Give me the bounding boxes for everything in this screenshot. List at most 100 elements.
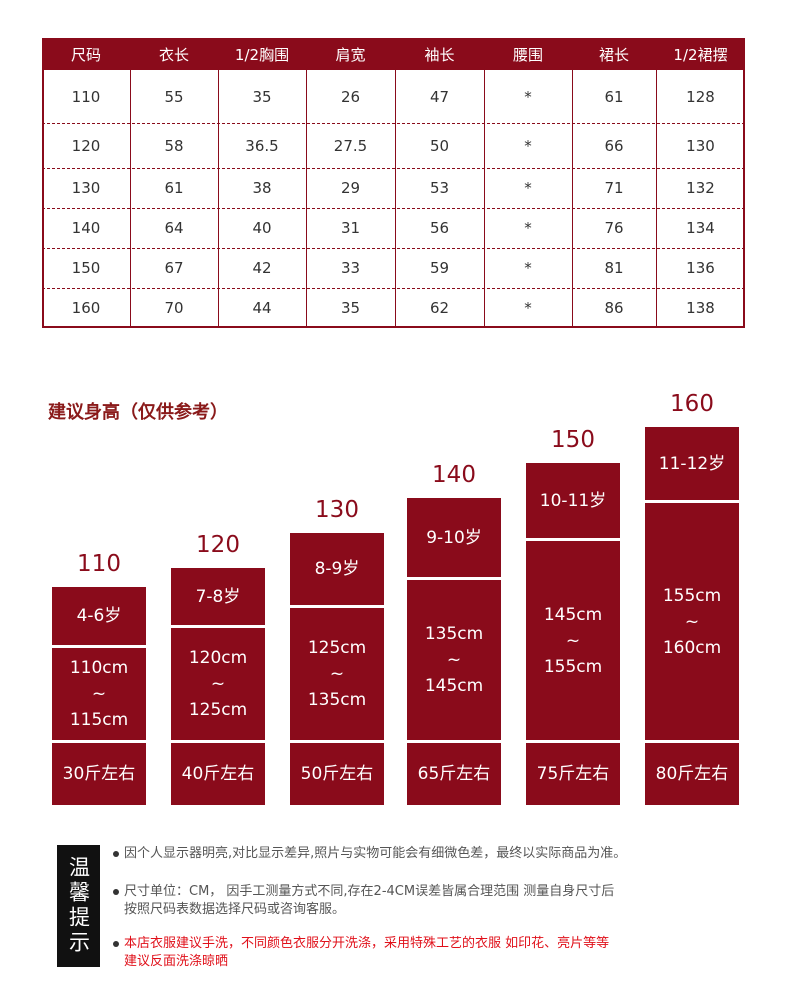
row-separator bbox=[42, 208, 745, 209]
row-separator bbox=[42, 168, 745, 169]
table-cell: 55 bbox=[164, 87, 184, 106]
table-cell: 61 bbox=[604, 87, 624, 106]
table-cell: 132 bbox=[686, 179, 715, 197]
table-cell: 138 bbox=[686, 299, 715, 317]
row-separator bbox=[42, 123, 745, 124]
bullet bbox=[113, 851, 119, 857]
height-separator: ~ bbox=[446, 650, 462, 670]
weight-box: 30斤左右 bbox=[52, 743, 146, 805]
recommend-title: 建议身高（仅供参考） bbox=[48, 402, 228, 423]
height-to: 115cm bbox=[69, 710, 129, 730]
table-cell: 38 bbox=[252, 179, 272, 197]
table-cell: 110 bbox=[71, 87, 101, 106]
weight-box: 40斤左右 bbox=[171, 743, 265, 805]
weight-box: 80斤左右 bbox=[645, 743, 739, 805]
table-cell: 58 bbox=[164, 136, 184, 155]
height-to: 135cm bbox=[307, 690, 367, 710]
table-cell: 67 bbox=[164, 259, 184, 277]
weight-box: 65斤左右 bbox=[407, 743, 501, 805]
age-box: 8-9岁 bbox=[290, 533, 384, 605]
age-box: 4-6岁 bbox=[52, 587, 146, 645]
bullet bbox=[113, 889, 119, 895]
table-cell: 50 bbox=[429, 136, 450, 155]
table-cell: 130 bbox=[686, 136, 715, 155]
height-separator: ~ bbox=[329, 664, 345, 684]
table-border bbox=[484, 38, 485, 328]
height-to: 160cm bbox=[662, 637, 722, 658]
table-border bbox=[743, 38, 745, 328]
height-to: 155cm bbox=[543, 656, 603, 677]
height-from: 110cm bbox=[69, 658, 129, 678]
table-border bbox=[306, 38, 307, 328]
age-box: 10-11岁 bbox=[526, 463, 620, 538]
table-cell: 64 bbox=[164, 219, 184, 237]
height-box: 120cm ~125cm bbox=[171, 628, 265, 740]
notes-label: 温馨提示 bbox=[57, 845, 100, 967]
row-separator bbox=[42, 288, 745, 289]
height-separator: ~ bbox=[91, 684, 107, 704]
size-label: 150 bbox=[551, 427, 595, 453]
table-cell: 128 bbox=[686, 87, 715, 106]
table-cell: 136 bbox=[686, 259, 715, 277]
table-border bbox=[218, 38, 219, 328]
table-cell: 81 bbox=[604, 259, 624, 277]
height-separator: ~ bbox=[565, 630, 581, 651]
bullet bbox=[113, 941, 119, 947]
table-border bbox=[130, 38, 131, 328]
height-from: 125cm bbox=[307, 638, 367, 658]
table-cell: 71 bbox=[604, 179, 624, 197]
note-line: 本店衣服建议手洗，不同颜色衣服分开洗涤，采用特殊工艺的衣服 如印花、亮片等等 bbox=[124, 936, 610, 951]
table-border bbox=[395, 38, 396, 328]
table-cell: 47 bbox=[429, 87, 450, 106]
table-border bbox=[42, 38, 44, 328]
size-label: 160 bbox=[670, 391, 714, 417]
table-cell: 27.5 bbox=[333, 136, 368, 155]
size-label: 110 bbox=[77, 551, 121, 577]
height-separator: ~ bbox=[684, 611, 700, 632]
table-cell: 76 bbox=[604, 219, 624, 237]
table-cell: 160 bbox=[71, 299, 101, 317]
table-cell: 150 bbox=[71, 259, 101, 277]
table-cell: 26 bbox=[340, 87, 361, 106]
note-line: 按照尺码表数据选择尺码或咨询客服。 bbox=[124, 902, 346, 917]
note-line: 尺寸单位：CM， 因手工测量方式不同,存在2-4CM误差皆属合理范围 测量自身尺… bbox=[124, 884, 615, 899]
table-cell: 35 bbox=[340, 299, 361, 317]
header-cell: 裙长 bbox=[572, 38, 656, 70]
table-cell: 40 bbox=[252, 219, 272, 237]
table-cell: * bbox=[524, 299, 532, 317]
weight-box: 50斤左右 bbox=[290, 743, 384, 805]
table-cell: 86 bbox=[604, 299, 624, 317]
table-cell: 36.5 bbox=[245, 136, 279, 155]
table-cell: 56 bbox=[429, 219, 450, 237]
table-cell: * bbox=[524, 259, 532, 277]
header-cell: 腰围 bbox=[484, 38, 572, 70]
header-cell: 1/2裙摆 bbox=[656, 38, 745, 70]
table-cell: 35 bbox=[252, 87, 272, 106]
table-cell: 130 bbox=[71, 179, 101, 197]
height-from: 145cm bbox=[543, 604, 603, 625]
table-cell: 61 bbox=[164, 179, 184, 197]
header-cell: 衣长 bbox=[130, 38, 218, 70]
table-border bbox=[572, 38, 573, 328]
table-cell: 62 bbox=[429, 299, 450, 317]
height-box: 135cm ~145cm bbox=[407, 580, 501, 740]
table-cell: 44 bbox=[252, 299, 272, 317]
table-cell: 53 bbox=[429, 179, 450, 197]
height-to: 145cm bbox=[424, 676, 484, 696]
height-to: 125cm bbox=[188, 700, 248, 720]
age-box: 9-10岁 bbox=[407, 498, 501, 577]
table-cell: 134 bbox=[686, 219, 715, 237]
height-from: 155cm bbox=[662, 585, 722, 606]
height-box: 145cm ~155cm bbox=[526, 541, 620, 740]
note-line: 因个人显示器明亮,对比显示差异,照片与实物可能会有细微色差，最终以实际商品为准。 bbox=[124, 846, 627, 861]
size-label: 120 bbox=[196, 532, 240, 558]
table-cell: * bbox=[524, 87, 532, 106]
table-cell: 29 bbox=[340, 179, 361, 197]
size-label: 140 bbox=[432, 462, 476, 488]
table-border bbox=[656, 38, 657, 328]
header-cell: 袖长 bbox=[395, 38, 484, 70]
age-box: 11-12岁 bbox=[645, 427, 739, 500]
table-cell: 140 bbox=[71, 219, 101, 237]
table-cell: 120 bbox=[71, 136, 101, 155]
age-box: 7-8岁 bbox=[171, 568, 265, 625]
